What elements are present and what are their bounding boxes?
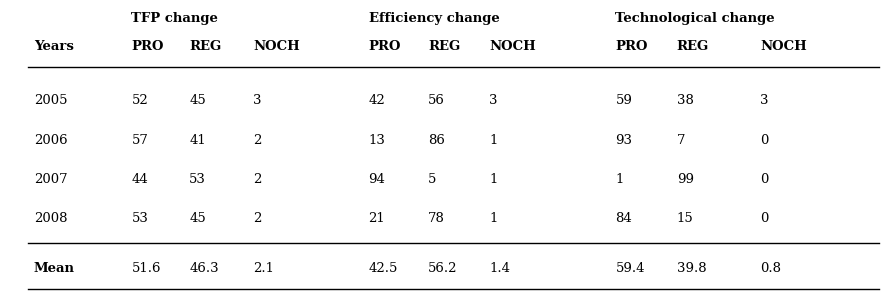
Text: 0: 0 bbox=[760, 173, 768, 186]
Text: 3: 3 bbox=[253, 94, 262, 107]
Text: 0.8: 0.8 bbox=[760, 262, 781, 275]
Text: 2.1: 2.1 bbox=[253, 262, 274, 275]
Text: 2008: 2008 bbox=[34, 213, 67, 225]
Text: 99: 99 bbox=[677, 173, 694, 186]
Text: NOCH: NOCH bbox=[253, 40, 300, 53]
Text: Mean: Mean bbox=[34, 262, 75, 275]
Text: 86: 86 bbox=[428, 134, 445, 147]
Text: 45: 45 bbox=[189, 213, 206, 225]
Text: 51.6: 51.6 bbox=[131, 262, 161, 275]
Text: NOCH: NOCH bbox=[489, 40, 536, 53]
Text: 2007: 2007 bbox=[34, 173, 67, 186]
Text: 2005: 2005 bbox=[34, 94, 67, 107]
Text: 0: 0 bbox=[760, 134, 768, 147]
Text: Years: Years bbox=[34, 40, 74, 53]
Text: NOCH: NOCH bbox=[760, 40, 807, 53]
Text: 13: 13 bbox=[369, 134, 385, 147]
Text: 2: 2 bbox=[253, 213, 261, 225]
Text: 39.8: 39.8 bbox=[677, 262, 706, 275]
Text: 45: 45 bbox=[189, 94, 206, 107]
Text: 84: 84 bbox=[615, 213, 632, 225]
Text: 2006: 2006 bbox=[34, 134, 67, 147]
Text: 94: 94 bbox=[369, 173, 385, 186]
Text: REG: REG bbox=[189, 40, 221, 53]
Text: 7: 7 bbox=[677, 134, 686, 147]
Text: 21: 21 bbox=[369, 213, 385, 225]
Text: 78: 78 bbox=[428, 213, 445, 225]
Text: 38: 38 bbox=[677, 94, 694, 107]
Text: 56.2: 56.2 bbox=[428, 262, 457, 275]
Text: 3: 3 bbox=[489, 94, 498, 107]
Text: 2: 2 bbox=[253, 134, 261, 147]
Text: 57: 57 bbox=[131, 134, 148, 147]
Text: TFP change: TFP change bbox=[131, 13, 218, 25]
Text: 53: 53 bbox=[131, 213, 148, 225]
Text: 1: 1 bbox=[489, 213, 497, 225]
Text: REG: REG bbox=[428, 40, 460, 53]
Text: Technological change: Technological change bbox=[615, 13, 775, 25]
Text: 59: 59 bbox=[615, 94, 632, 107]
Text: PRO: PRO bbox=[615, 40, 648, 53]
Text: PRO: PRO bbox=[369, 40, 401, 53]
Text: 1: 1 bbox=[615, 173, 623, 186]
Text: 44: 44 bbox=[131, 173, 148, 186]
Text: 0: 0 bbox=[760, 213, 768, 225]
Text: 53: 53 bbox=[189, 173, 206, 186]
Text: 41: 41 bbox=[189, 134, 206, 147]
Text: 59.4: 59.4 bbox=[615, 262, 645, 275]
Text: Efficiency change: Efficiency change bbox=[369, 13, 499, 25]
Text: 1.4: 1.4 bbox=[489, 262, 511, 275]
Text: 46.3: 46.3 bbox=[189, 262, 218, 275]
Text: 56: 56 bbox=[428, 94, 445, 107]
Text: 15: 15 bbox=[677, 213, 694, 225]
Text: 42: 42 bbox=[369, 94, 385, 107]
Text: 3: 3 bbox=[760, 94, 769, 107]
Text: 52: 52 bbox=[131, 94, 148, 107]
Text: 1: 1 bbox=[489, 134, 497, 147]
Text: PRO: PRO bbox=[131, 40, 164, 53]
Text: 42.5: 42.5 bbox=[369, 262, 398, 275]
Text: 2: 2 bbox=[253, 173, 261, 186]
Text: REG: REG bbox=[677, 40, 709, 53]
Text: 1: 1 bbox=[489, 173, 497, 186]
Text: 5: 5 bbox=[428, 173, 436, 186]
Text: 93: 93 bbox=[615, 134, 632, 147]
